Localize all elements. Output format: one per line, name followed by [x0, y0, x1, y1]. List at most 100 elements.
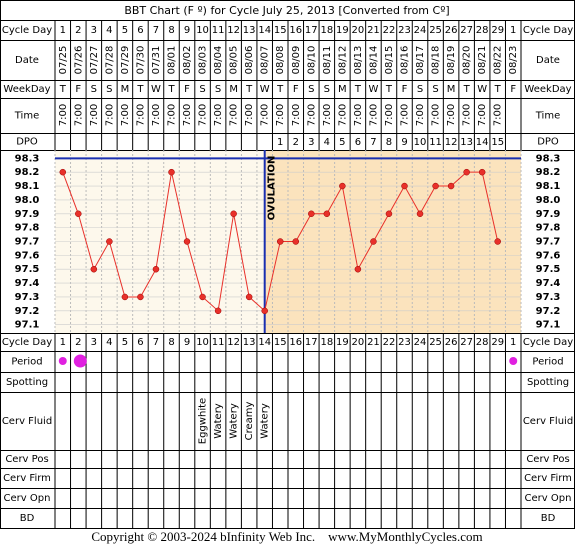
- temperature-point: [447, 182, 455, 190]
- cycle-day: 25: [429, 337, 442, 348]
- time: 7:00: [120, 104, 131, 126]
- time: 7:00: [322, 104, 333, 126]
- row-label: Time: [14, 111, 39, 122]
- dpo: 4: [324, 137, 330, 148]
- dpo: 12: [445, 137, 458, 148]
- temperature-point: [276, 238, 284, 245]
- row-label: DPO: [537, 137, 559, 148]
- cycle-day: 29: [491, 25, 504, 36]
- cycle-day: 22: [383, 25, 396, 36]
- temperature-point: [199, 293, 206, 301]
- y-tick-label: 98.0: [536, 195, 561, 206]
- date: 08/07: [260, 46, 271, 75]
- cycle-day: 2: [75, 337, 81, 348]
- cycle-day: 9: [184, 25, 190, 36]
- cycle-day: 25: [429, 25, 442, 36]
- temperature-point: [121, 293, 129, 301]
- temperature-point: [401, 182, 408, 190]
- time: 7:00: [89, 104, 100, 126]
- temperature-point: [339, 182, 346, 190]
- cycle-day: 27: [460, 25, 473, 36]
- time: 7:00: [260, 104, 271, 126]
- row-label: Period: [11, 357, 42, 368]
- cycle-day: 15: [274, 337, 287, 348]
- time: 7:00: [58, 104, 69, 126]
- date: 08/03: [198, 46, 209, 75]
- cycle-day: 11: [212, 337, 225, 348]
- dpo: 2: [293, 137, 299, 148]
- y-tick-label: 98.0: [15, 195, 40, 206]
- date: 07/26: [73, 46, 84, 75]
- date: 08/19: [446, 46, 457, 75]
- cycle-day: 19: [336, 25, 349, 36]
- y-tick-label: 97.6: [536, 250, 561, 261]
- date: 08/18: [431, 46, 442, 75]
- row-label: Cycle Day: [2, 25, 52, 36]
- y-tick-label: 98.3: [536, 153, 561, 164]
- cerv-fluid: Watery: [213, 403, 224, 439]
- dpo: 7: [370, 137, 376, 148]
- cycle-day: 28: [476, 25, 489, 36]
- cycle-day: 23: [398, 25, 411, 36]
- y-tick-label: 97.4: [536, 278, 561, 289]
- time: 7:00: [477, 104, 488, 126]
- weekday: W: [477, 84, 487, 95]
- temperature-point: [494, 238, 501, 245]
- temperature-point: [416, 210, 424, 218]
- time: 7:00: [135, 104, 146, 126]
- y-tick-label: 97.8: [536, 223, 561, 234]
- date: 07/31: [151, 46, 162, 75]
- y-tick-label: 97.2: [15, 306, 40, 317]
- date: 07/28: [104, 46, 115, 75]
- cycle-day: 3: [91, 337, 97, 348]
- weekday: F: [184, 84, 190, 95]
- date: 08/06: [244, 46, 255, 75]
- row-label: Cerv Firm: [524, 473, 572, 484]
- dpo: 9: [401, 137, 407, 148]
- cycle-day: 19: [336, 337, 349, 348]
- time: 7:00: [73, 104, 84, 126]
- date: 08/11: [322, 46, 333, 75]
- time: 7:00: [229, 104, 240, 126]
- weekday: T: [385, 84, 393, 95]
- date: 08/10: [306, 46, 317, 75]
- date: 07/27: [89, 46, 100, 75]
- weekday: T: [136, 84, 144, 95]
- weekday: T: [245, 84, 253, 95]
- time: 7:00: [213, 104, 224, 126]
- cycle-day: 7: [153, 337, 159, 348]
- cycle-day: 17: [305, 25, 318, 36]
- time: 7:00: [275, 104, 286, 126]
- cycle-day: 13: [243, 25, 256, 36]
- temperature-point: [137, 293, 144, 301]
- date: 08/17: [415, 46, 426, 75]
- y-tick-label: 98.2: [15, 167, 40, 178]
- time: 7:00: [291, 104, 302, 126]
- cerv-fluid: Eggwhite: [198, 398, 209, 444]
- cycle-day: 20: [352, 337, 365, 348]
- weekday: M: [229, 84, 238, 95]
- date: 08/12: [337, 46, 348, 75]
- row-label: DPO: [16, 137, 38, 148]
- row-label: Cerv Opn: [525, 493, 572, 504]
- date: 08/04: [213, 46, 224, 75]
- cycle-day: 6: [137, 25, 143, 36]
- time: 7:00: [384, 104, 395, 126]
- title: BBT Chart (F º) for Cycle July 25, 2013 …: [124, 4, 449, 17]
- time: 7:00: [182, 104, 193, 126]
- weekday: M: [447, 84, 456, 95]
- weekday: W: [368, 84, 378, 95]
- dpo: 13: [460, 137, 473, 148]
- cerv-fluid: Watery: [229, 403, 240, 439]
- row-label: Spotting: [527, 377, 569, 388]
- temperature-point: [354, 265, 362, 273]
- weekday: F: [402, 84, 408, 95]
- time: 7:00: [446, 104, 457, 126]
- weekday: F: [293, 84, 299, 95]
- cycle-day: 7: [153, 25, 159, 36]
- cycle-day: 17: [305, 337, 318, 348]
- date: 08/13: [353, 46, 364, 75]
- time: 7:00: [400, 104, 411, 126]
- y-tick-label: 97.3: [536, 292, 561, 303]
- y-tick-label: 97.7: [15, 237, 40, 248]
